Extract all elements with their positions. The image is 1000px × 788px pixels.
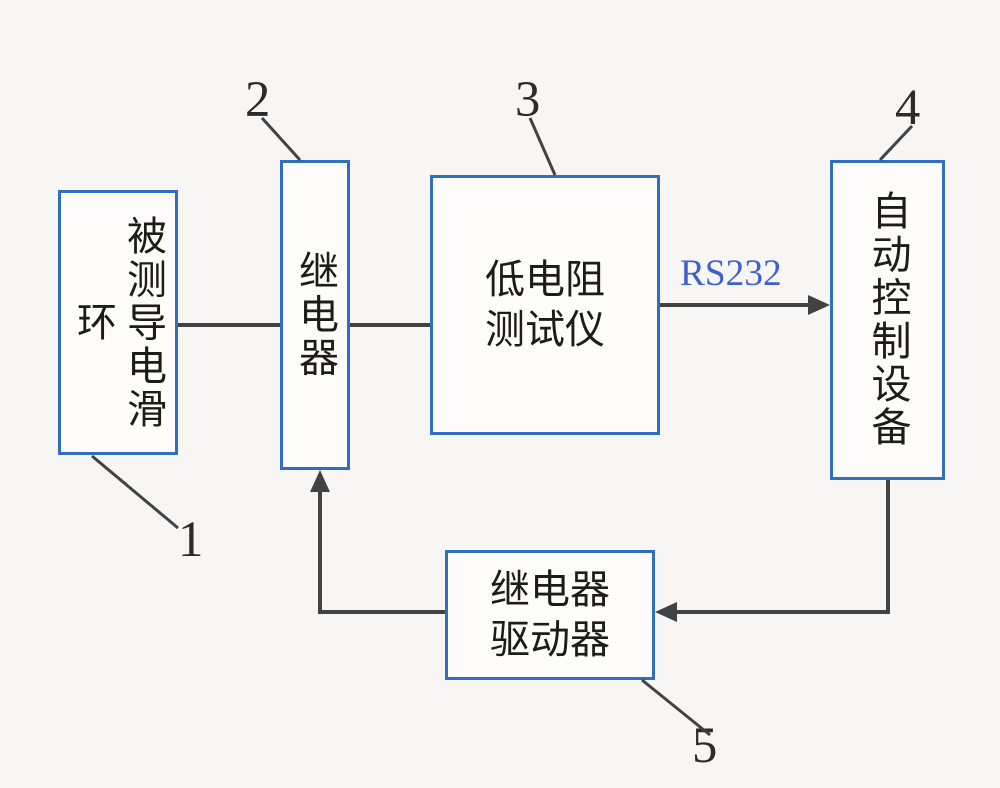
callout-number-1: 1 <box>178 510 203 568</box>
diagram-canvas: 被测导电滑环 继电器 低电阻 测试仪 自动控制设备 继电器 驱动器 1 2 3 … <box>0 0 1000 788</box>
block-relay-driver-label: 继电器 驱动器 <box>490 565 610 665</box>
block-slip-ring: 被测导电滑环 <box>58 190 178 455</box>
edge-label-rs232: RS232 <box>680 252 782 295</box>
block-slip-ring-label: 被测导电滑环 <box>68 193 168 452</box>
block-auto-control-equipment-label: 自动控制设备 <box>863 190 913 449</box>
block-relay-label: 继电器 <box>290 250 340 380</box>
block-auto-control-equipment: 自动控制设备 <box>830 160 945 480</box>
block-low-resistance-tester-label: 低电阻 测试仪 <box>485 255 605 355</box>
block-relay: 继电器 <box>280 160 350 470</box>
block-low-resistance-tester: 低电阻 测试仪 <box>430 175 660 435</box>
block-relay-driver: 继电器 驱动器 <box>445 550 655 680</box>
callout-number-4: 4 <box>895 78 920 136</box>
callout-number-2: 2 <box>245 70 270 128</box>
callout-number-3: 3 <box>515 70 540 128</box>
callout-number-5: 5 <box>692 716 717 774</box>
